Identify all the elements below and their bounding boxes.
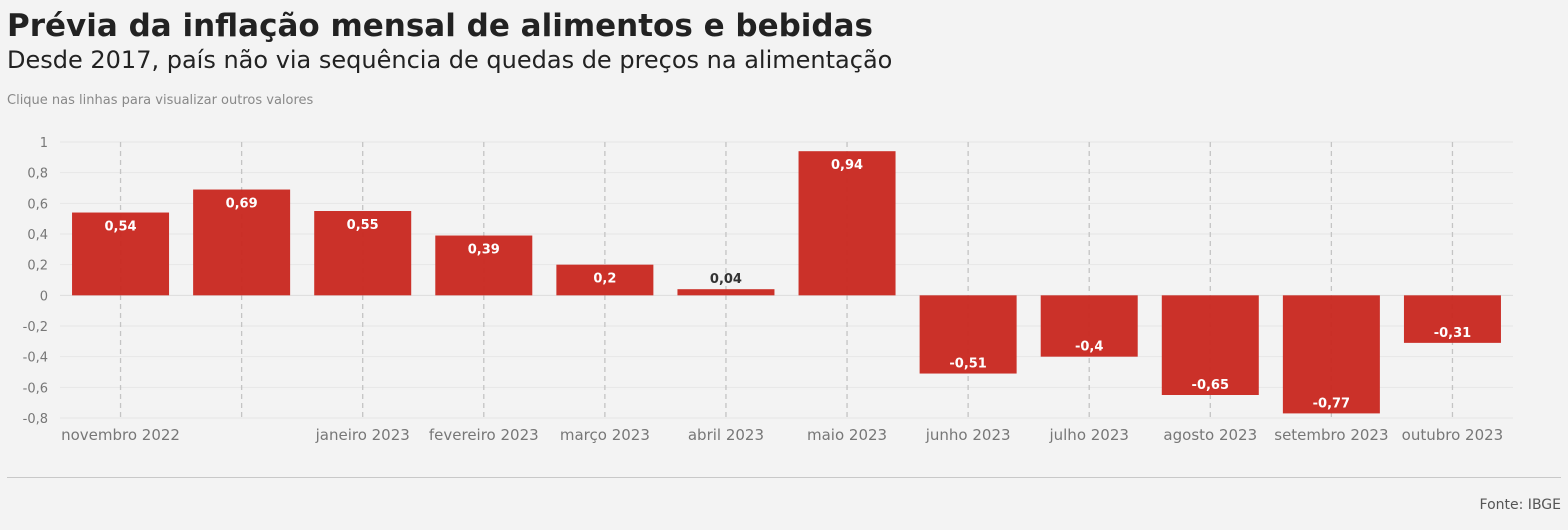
bar — [919, 295, 1017, 374]
x-tick-label: maio 2023 — [807, 426, 887, 444]
bar-value-label: 0,2 — [593, 272, 616, 287]
x-tick-label: janeiro 2023 — [315, 426, 410, 444]
bar — [798, 151, 896, 296]
y-tick-label: 0,8 — [27, 167, 48, 182]
x-tick-label: junho 2023 — [925, 426, 1011, 444]
bar-value-label: 0,94 — [831, 158, 863, 173]
bar-value-label: 0,54 — [105, 220, 137, 235]
bar-chart: 1 0,8 0,6 0,4 0,2 0 -0,2 -0,4 -0,6 -0,8 0,54 0,69 0,… — [23, 136, 1513, 444]
y-tick-label: -0,6 — [23, 381, 48, 396]
bar — [1403, 295, 1501, 343]
y-tick-label: 0,4 — [27, 228, 48, 243]
y-tick-label: -0,4 — [23, 351, 48, 366]
x-tick-label: outubro 2023 — [1402, 426, 1504, 444]
x-tick-label: novembro 2022 — [61, 426, 180, 444]
bar-value-label: 0,39 — [468, 243, 500, 258]
y-tick-label: 0,6 — [27, 197, 48, 212]
chart-subtitle: Desde 2017, país não via sequência de qu… — [7, 46, 893, 74]
bar — [677, 289, 775, 296]
x-tick-label: fevereiro 2023 — [429, 426, 539, 444]
bar — [1040, 295, 1138, 357]
bar-value-label: 0,69 — [226, 197, 258, 212]
bar-value-label: 0,55 — [347, 218, 379, 233]
source-credit: Fonte: IBGE — [1479, 497, 1561, 513]
y-tick-label: 0,2 — [27, 259, 48, 274]
bar — [1161, 295, 1259, 395]
bar — [72, 212, 170, 296]
bar — [556, 264, 654, 296]
bar-value-label: -0,4 — [1075, 340, 1103, 355]
bar — [193, 189, 291, 296]
footer-divider — [7, 477, 1561, 478]
y-tick-label: 0 — [40, 289, 48, 304]
bar-value-label: -0,51 — [949, 357, 986, 372]
x-tick-label: agosto 2023 — [1163, 426, 1257, 444]
x-tick-label: abril 2023 — [688, 426, 764, 444]
bar-value-label: -0,65 — [1192, 378, 1229, 393]
bar-value-label: 0,04 — [710, 272, 742, 287]
bar-value-label: -0,77 — [1313, 396, 1350, 411]
bar — [435, 235, 533, 296]
y-tick-label: -0,8 — [23, 412, 48, 427]
bar — [314, 211, 412, 296]
bar — [1282, 295, 1380, 414]
x-tick-label: março 2023 — [560, 426, 650, 444]
y-tick-label: -0,2 — [23, 320, 48, 335]
x-tick-label: julho 2023 — [1048, 426, 1128, 444]
chart-instruction-note: Clique nas linhas para visualizar outros… — [7, 93, 314, 108]
bar-value-label: -0,31 — [1434, 326, 1471, 341]
y-tick-label: 1 — [40, 136, 48, 151]
x-tick-label: setembro 2023 — [1274, 426, 1388, 444]
chart-title: Prévia da inflação mensal de alimentos e… — [7, 8, 873, 44]
